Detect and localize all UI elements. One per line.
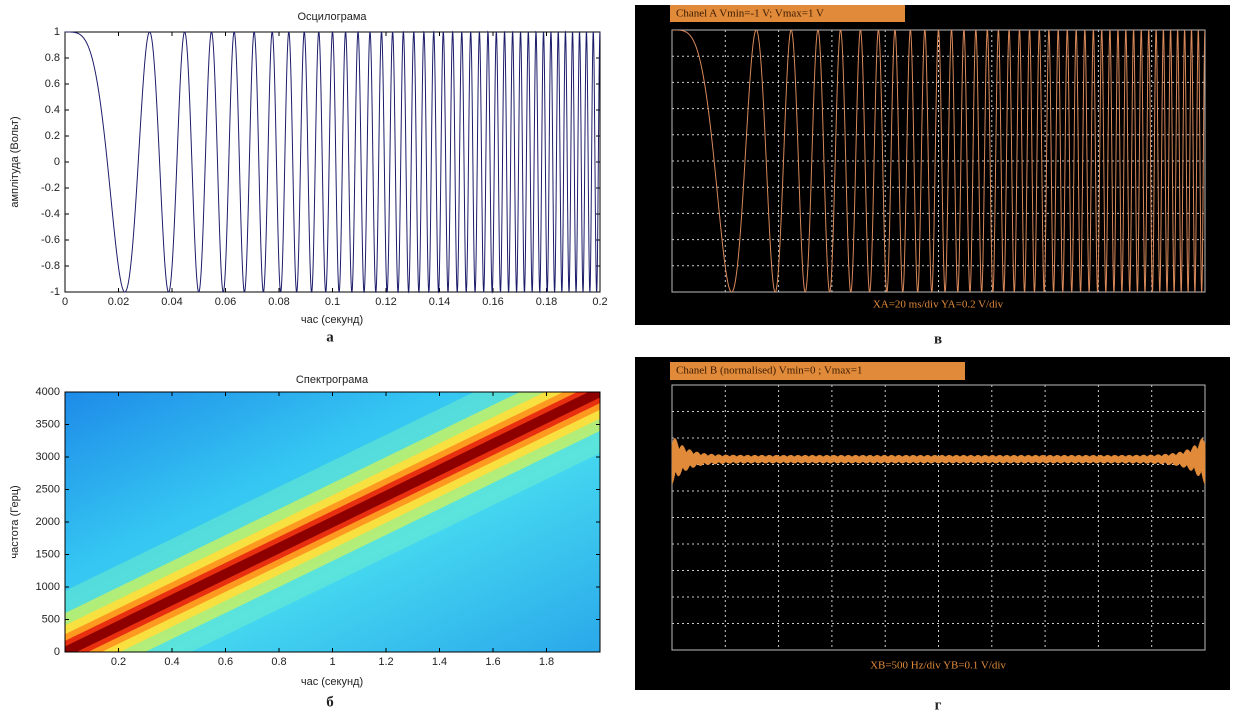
x-tick-label: 0.16: [482, 296, 503, 308]
y-tick-label: 0.8: [45, 52, 60, 64]
x-tick-label: 0.2: [592, 296, 607, 308]
scope-header: Chanel A Vmin=-1 V; Vmax=1 V: [676, 8, 824, 20]
x-tick-label: 1.8: [539, 656, 554, 668]
waveform: [65, 30, 601, 294]
y-tick-label: 2500: [36, 483, 60, 495]
spectral-band: [65, 392, 600, 652]
caption: г: [935, 697, 942, 713]
chart-title: Спектрограма: [296, 374, 369, 386]
y-tick-label: -0.2: [41, 182, 60, 194]
y-tick-label: 0.4: [45, 104, 60, 116]
y-tick-label: -0.8: [41, 260, 60, 272]
x-tick-label: 0.1: [325, 296, 340, 308]
y-tick-label: 0: [54, 646, 60, 658]
caption: б: [326, 694, 334, 710]
scope-footer: XB=500 Hz/div YB=0.1 V/div: [870, 660, 1006, 672]
x-tick-label: 0.14: [429, 296, 450, 308]
x-tick-label: 0.8: [271, 656, 286, 668]
x-tick-label: 0.18: [536, 296, 557, 308]
y-tick-label: 0: [54, 156, 60, 168]
y-tick-label: -0.4: [41, 208, 60, 220]
y-tick-label: 3000: [36, 451, 60, 463]
x-tick-label: 1: [329, 656, 335, 668]
y-tick-label: 1500: [36, 548, 60, 560]
y-tick-label: 1000: [36, 581, 60, 593]
scope-header-box: [670, 362, 965, 380]
x-axis-label: час (секунд): [301, 676, 363, 688]
y-tick-label: 0.2: [45, 130, 60, 142]
y-axis-label: амплітуда (Вольт): [9, 116, 21, 207]
x-tick-label: 0.12: [375, 296, 396, 308]
y-tick-label: -1: [50, 286, 60, 298]
y-tick-label: 1: [54, 26, 60, 38]
y-axis-label: частота (Герц): [9, 485, 21, 558]
x-tick-label: 0: [62, 296, 68, 308]
x-tick-label: 0.02: [108, 296, 129, 308]
x-tick-label: 0.2: [111, 656, 126, 668]
x-tick-label: 0.06: [215, 296, 236, 308]
chart-title: Осцилограма: [297, 11, 367, 23]
scope-screen: [635, 357, 1230, 690]
y-tick-label: 2000: [36, 516, 60, 528]
x-tick-label: 0.6: [218, 656, 233, 668]
x-tick-label: 1.4: [432, 656, 447, 668]
caption: в: [934, 331, 942, 347]
y-tick-label: 500: [42, 613, 60, 625]
caption: а: [326, 329, 334, 345]
scope-frame: [671, 384, 1206, 651]
x-tick-label: 0.4: [164, 656, 179, 668]
x-tick-label: 0.08: [268, 296, 289, 308]
x-tick-label: 1.6: [485, 656, 500, 668]
scope-footer: XA=20 ms/div YA=0.2 V/div: [873, 299, 1004, 311]
y-tick-label: 3500: [36, 418, 60, 430]
x-tick-label: 0.04: [161, 296, 182, 308]
x-axis-label: час (секунд): [301, 314, 363, 326]
y-tick-label: 0.6: [45, 78, 60, 90]
waveform: [672, 30, 1205, 292]
spectrum-trace: [671, 438, 1206, 485]
scope-header: Chanel B (normalised) Vmin=0 ; Vmax=1: [676, 365, 862, 377]
y-tick-label: -0.6: [41, 234, 60, 246]
scope-header-box: [670, 5, 905, 22]
x-tick-label: 1.2: [378, 656, 393, 668]
y-tick-label: 4000: [36, 386, 60, 398]
